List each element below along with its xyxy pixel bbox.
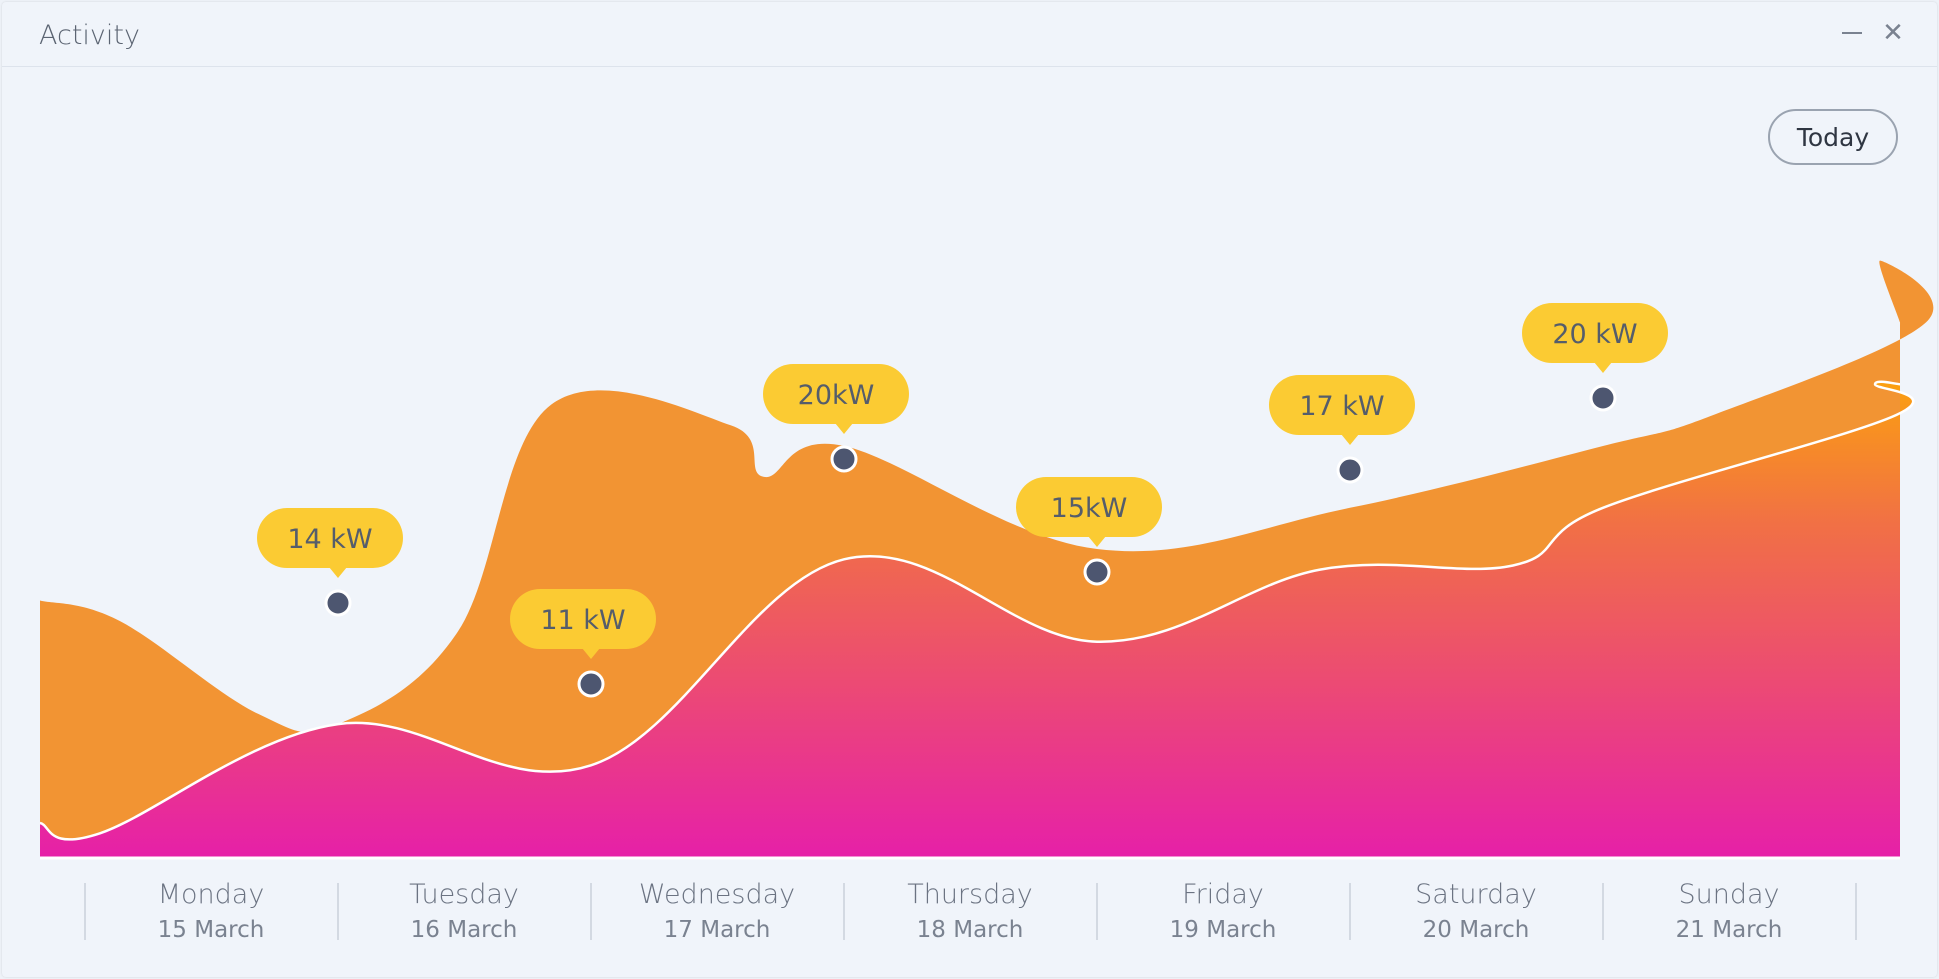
data-point-marker[interactable] bbox=[1083, 558, 1111, 586]
x-tick-day-label: Monday bbox=[158, 879, 265, 910]
x-tick-date-label: 21 March bbox=[1676, 917, 1783, 943]
data-point-marker[interactable] bbox=[1589, 384, 1617, 412]
data-point-marker[interactable] bbox=[830, 445, 858, 473]
bubble-shape bbox=[510, 589, 656, 649]
x-tick-date-label: 17 March bbox=[664, 917, 771, 943]
window-title: Activity bbox=[39, 20, 140, 51]
bubble-shape bbox=[763, 364, 909, 424]
data-label-bubble: 20kW bbox=[763, 364, 909, 434]
bubble-shape bbox=[257, 508, 403, 568]
x-tick-day-label: Thursday bbox=[907, 879, 1033, 910]
x-tick-day-label: Friday bbox=[1182, 879, 1264, 910]
x-tick-date-label: 19 March bbox=[1170, 917, 1277, 943]
series-lower-area bbox=[40, 381, 1914, 858]
x-tick-date-label: 20 March bbox=[1423, 917, 1530, 943]
x-tick-day-label: Saturday bbox=[1415, 879, 1537, 910]
data-label-text: 20kW bbox=[798, 380, 875, 411]
data-label-bubble: 17 kW bbox=[1269, 375, 1415, 445]
series-lower-line bbox=[39, 380, 1915, 841]
x-tick-date-label: 15 March bbox=[158, 917, 265, 943]
x-tick-date-label: 18 March bbox=[917, 917, 1024, 943]
x-tick-day-label: Wednesday bbox=[639, 879, 795, 910]
bubble-pointer bbox=[1088, 536, 1106, 547]
x-tick-date-label: 16 March bbox=[411, 917, 518, 943]
title-bar: Activity ✕ bbox=[2, 2, 1937, 67]
data-point-marker[interactable] bbox=[1336, 456, 1364, 484]
bubble-pointer bbox=[582, 648, 600, 659]
minimize-icon[interactable] bbox=[1837, 18, 1867, 48]
data-label-text: 20 kW bbox=[1552, 319, 1637, 350]
today-button[interactable]: Today bbox=[1768, 109, 1898, 165]
x-tick-day-label: Sunday bbox=[1678, 879, 1779, 910]
bubble-shape bbox=[1522, 303, 1668, 363]
bubble-shape bbox=[1269, 375, 1415, 435]
close-icon[interactable]: ✕ bbox=[1882, 18, 1904, 48]
data-label-text: 17 kW bbox=[1299, 391, 1384, 422]
data-label-text: 15kW bbox=[1051, 493, 1128, 524]
bubble-pointer bbox=[1341, 434, 1359, 445]
bubble-shape bbox=[1016, 477, 1162, 537]
data-label-text: 14 kW bbox=[287, 524, 372, 555]
data-label-bubble: 20 kW bbox=[1522, 303, 1668, 373]
data-label-bubble: 11 kW bbox=[510, 589, 656, 659]
bubble-pointer bbox=[329, 567, 347, 578]
bubble-pointer bbox=[835, 423, 853, 434]
data-point-marker[interactable] bbox=[577, 670, 605, 698]
data-label-text: 11 kW bbox=[540, 605, 625, 636]
data-label-bubble: 14 kW bbox=[257, 508, 403, 578]
bubble-pointer bbox=[1594, 362, 1612, 373]
data-label-bubble: 15kW bbox=[1016, 477, 1162, 547]
data-point-marker[interactable] bbox=[324, 589, 352, 617]
x-tick-day-label: Tuesday bbox=[409, 879, 519, 910]
